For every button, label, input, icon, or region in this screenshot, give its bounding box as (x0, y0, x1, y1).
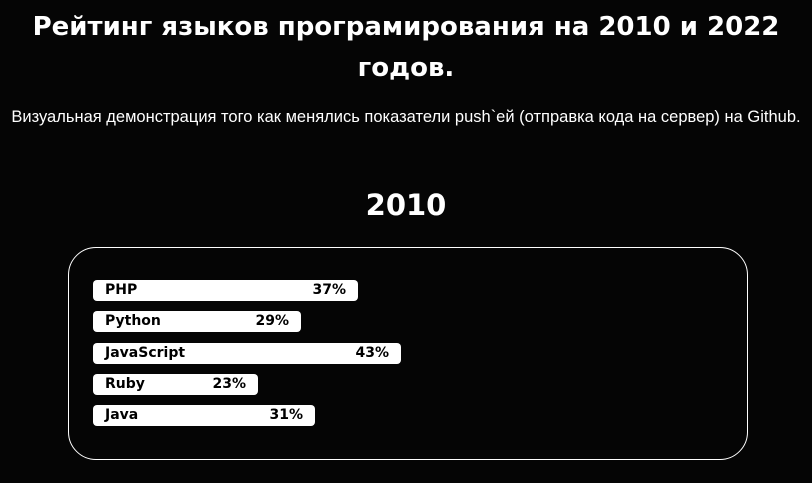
page-subtitle: Визуальная демонстрация того как менялис… (11, 108, 801, 126)
bar-javascript: JavaScript 43% (93, 342, 401, 364)
bar-label: JavaScript (105, 344, 186, 361)
bar-java: Java 31% (93, 405, 315, 426)
bar-label: Python (105, 313, 161, 330)
year-heading: 2010 (365, 188, 447, 222)
bar-value: 23% (212, 375, 246, 392)
bar-label: Ruby (105, 375, 145, 392)
bar-php: PHP 37% (93, 280, 358, 301)
chart-card: PHP 37% Python 29% JavaScript 43% Ruby 23% Java 3… (68, 247, 748, 460)
bar-value: 43% (355, 344, 389, 361)
bar-value: 29% (255, 313, 289, 330)
bar-label: Java (105, 407, 139, 423)
bar-ruby: Ruby 23% (93, 373, 258, 395)
bar-value: 31% (269, 407, 303, 423)
page-title: Рейтинг языков програмирования на 2010 и… (32, 12, 780, 83)
bar-label: PHP (105, 282, 138, 298)
bar-value: 37% (312, 282, 346, 298)
bar-python: Python 29% (93, 311, 301, 333)
